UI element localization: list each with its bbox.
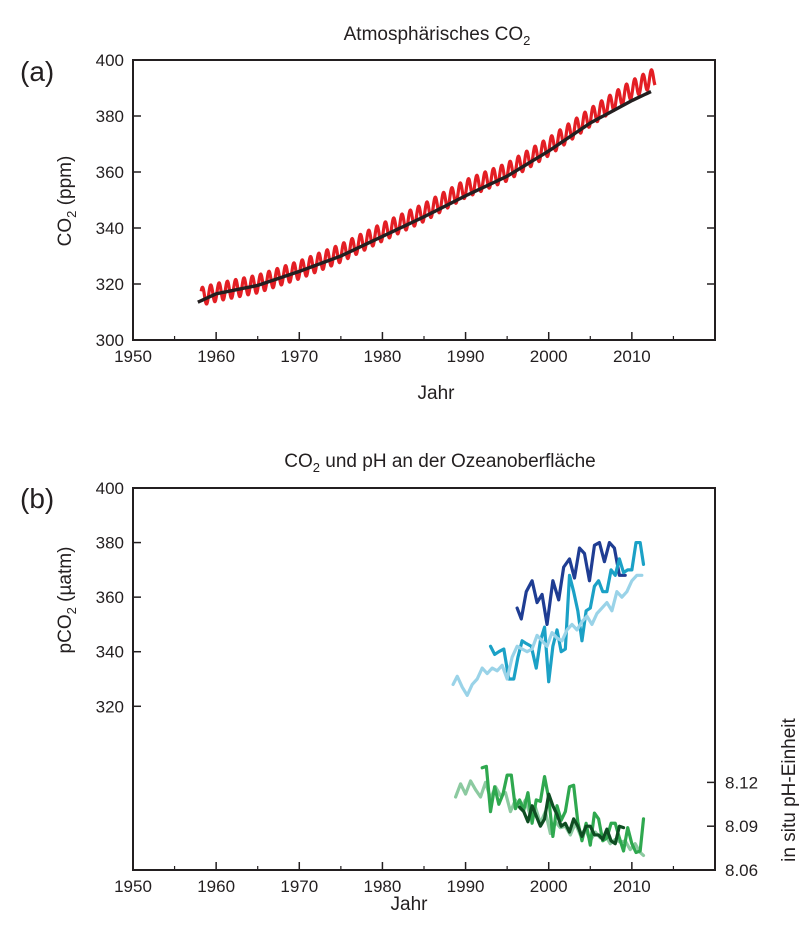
panel-b-y-tick-label: 400 — [96, 479, 124, 498]
panel-label-b: (b) — [20, 483, 54, 514]
pco2-series-blue-line — [488, 540, 646, 684]
panel-b-x-tick-label: 1990 — [447, 877, 485, 896]
panel-b-x-tick-label: 1960 — [197, 877, 235, 896]
panel-a-x-tick-label: 1990 — [447, 347, 485, 366]
panel-b-y-axis-label: pCO2 (µatm) — [55, 547, 79, 654]
panel-a-series — [197, 68, 657, 306]
panel-a: (a) Atmosphärisches CO2 Jahr CO2 (ppm) 1… — [20, 24, 716, 404]
panel-a-title: Atmosphärisches CO2 — [344, 24, 531, 48]
panel-a-x-tick-label: 1980 — [364, 347, 402, 366]
panel-b-right-y-tick-label: 8.09 — [725, 817, 758, 836]
panel-a-x-tick-label: 2000 — [530, 347, 568, 366]
panel-b-x-axis-label: Jahr — [391, 894, 429, 915]
panel-b-title: CO2 und pH an der Ozeanoberfläche — [284, 451, 595, 475]
panel-b-right-axis-label: in situ pH-Einheit — [779, 717, 800, 861]
panel-a-x-tick-label: 1960 — [197, 347, 235, 366]
panel-b-ticks: 1950 1960 1970 1980 1990 2000 2010 320 340 360 380… — [96, 479, 758, 896]
panel-b-y-tick-label: 340 — [96, 643, 124, 662]
panel-b-y-tick-label: 320 — [96, 697, 124, 716]
panel-b-x-tick-label: 2000 — [530, 877, 568, 896]
panel-a-y-tick-label: 340 — [96, 219, 124, 238]
panel-a-y-tick-label: 380 — [96, 107, 124, 126]
ph-series-green-line — [480, 764, 646, 855]
panel-b-right-y-tick-label: 8.06 — [725, 861, 758, 880]
panel-b-right-y-tick-label: 8.12 — [725, 773, 758, 792]
panel-a-y-tick-label: 300 — [96, 331, 124, 350]
panel-a-y-tick-label: 320 — [96, 275, 124, 294]
panel-a-y-tick-label: 400 — [96, 51, 124, 70]
pco2-series-light-blue-line — [451, 573, 644, 697]
panel-b-series — [451, 540, 646, 858]
panel-b-x-tick-label: 1950 — [114, 877, 152, 896]
panel-a-x-axis-label: Jahr — [418, 383, 456, 404]
panel-b-frame — [132, 487, 716, 871]
panel-b: (b) CO2 und pH an der Ozeanoberfläche Ja… — [20, 451, 800, 915]
panel-a-x-tick-label: 1950 — [114, 347, 152, 366]
panel-a-x-tick-label: 1970 — [280, 347, 318, 366]
panel-b-y-tick-label: 380 — [96, 534, 124, 553]
co2-monthly-series-line — [199, 68, 657, 306]
panel-b-x-tick-label: 2010 — [613, 877, 651, 896]
panel-b-y-tick-label: 360 — [96, 588, 124, 607]
panel-a-ticks: 1950 1960 1970 1980 1990 2000 2010 300 320 340 360… — [96, 51, 715, 366]
panel-a-x-tick-label: 2010 — [613, 347, 651, 366]
co2-annual-series-line — [197, 90, 652, 304]
panel-a-y-axis-label: CO2 (ppm) — [55, 156, 79, 247]
panel-label-a: (a) — [20, 56, 54, 87]
panel-b-x-tick-label: 1970 — [280, 877, 318, 896]
panel-a-y-tick-label: 360 — [96, 163, 124, 182]
panel-b-x-tick-label: 1980 — [364, 877, 402, 896]
panel-a-frame — [132, 59, 716, 341]
pco2-series-dark-blue-line — [515, 540, 627, 627]
ph-series-dark-green-line — [518, 792, 626, 846]
